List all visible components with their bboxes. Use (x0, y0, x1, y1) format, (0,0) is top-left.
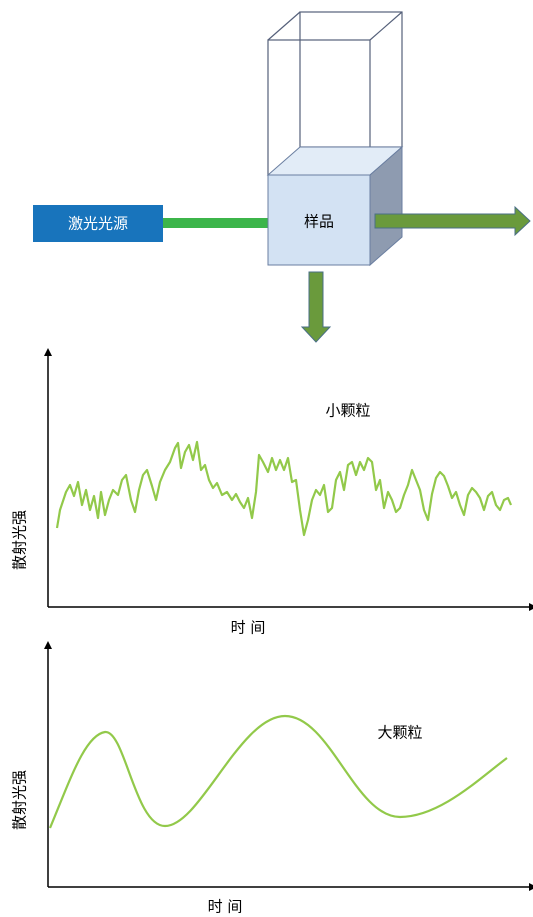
y-axis-label: 散射光强 (11, 770, 29, 830)
laser-beam (163, 218, 269, 228)
small-particle-signal (55, 440, 513, 537)
x-axis-label: 时 间 (231, 619, 266, 637)
transmitted-arrow (374, 205, 531, 237)
scatter-arrow (300, 271, 332, 343)
chart-label: 小颗粒 (325, 402, 370, 420)
sample-front (267, 174, 371, 266)
large-particle-signal (48, 714, 508, 829)
x-axis-label: 时 间 (208, 898, 243, 916)
laser-source-box (33, 205, 163, 242)
y-axis-label: 散射光强 (11, 510, 29, 570)
sample-label: 样品 (304, 213, 334, 231)
chart-label: 大颗粒 (377, 724, 422, 742)
laser-source-label: 激光光源 (68, 215, 128, 233)
